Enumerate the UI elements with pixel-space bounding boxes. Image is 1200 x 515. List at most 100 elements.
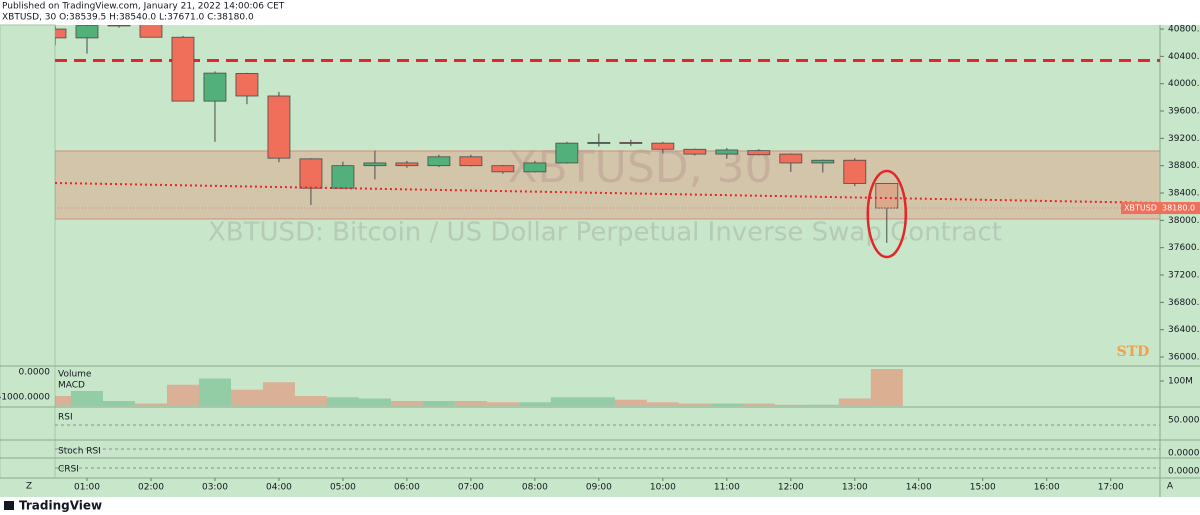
brand-logo bbox=[4, 501, 14, 510]
x-tick-label: 02:00 bbox=[138, 483, 164, 493]
candle-body bbox=[523, 162, 547, 173]
candle-body bbox=[491, 165, 515, 173]
volume-tick-label: 100M bbox=[1168, 377, 1193, 387]
indicator-tick: 0.0000 bbox=[1168, 449, 1200, 459]
candle-body bbox=[747, 150, 771, 156]
last-price-label: 38180.0 bbox=[1162, 204, 1195, 213]
published-line: Published on TradingView.com, January 21… bbox=[2, 2, 285, 12]
trend-line bbox=[55, 181, 1160, 204]
candle-body bbox=[875, 183, 899, 209]
volume-bar bbox=[55, 396, 71, 406]
x-tick-label: 01:00 bbox=[74, 483, 100, 493]
volume-bar bbox=[582, 397, 615, 406]
x-tick-label: 17:00 bbox=[1098, 483, 1124, 493]
x-tick-label: 15:00 bbox=[970, 483, 996, 493]
candle-body bbox=[171, 36, 195, 102]
watermark-description: XBTUSD: Bitcoin / US Dollar Perpetual In… bbox=[208, 218, 1002, 248]
x-tick-label: 03:00 bbox=[202, 483, 228, 493]
left-strip bbox=[0, 24, 56, 479]
x-tick-label: 07:00 bbox=[458, 483, 484, 493]
x-tick-label: 16:00 bbox=[1034, 483, 1060, 493]
x-tick-label: 14:00 bbox=[906, 483, 932, 493]
volume-bar bbox=[486, 402, 519, 406]
indicator-name: RSI bbox=[58, 413, 73, 423]
candle-body bbox=[427, 156, 451, 167]
volume-bar bbox=[742, 403, 775, 406]
volume-bar bbox=[358, 398, 391, 406]
x-tick-label: 06:00 bbox=[394, 483, 420, 493]
scale-left[interactable]: Z bbox=[26, 482, 32, 492]
y-tick-label: 38000.0 bbox=[1168, 216, 1200, 226]
indicator-tick: 0.0000 bbox=[1168, 467, 1200, 477]
indicator-tick: 0.0000 bbox=[19, 368, 51, 378]
x-tick-label: 08:00 bbox=[522, 483, 548, 493]
candle-body bbox=[715, 149, 739, 155]
y-tick-label: 37200.0 bbox=[1168, 271, 1200, 281]
volume-bar bbox=[454, 401, 487, 406]
volume-bar bbox=[294, 396, 327, 406]
y-tick-label: 37600.0 bbox=[1168, 243, 1200, 253]
volume-label: Volume bbox=[58, 370, 92, 380]
y-tick-label: 39200.0 bbox=[1168, 134, 1200, 144]
x-tick-label: 10:00 bbox=[650, 483, 676, 493]
main-pane bbox=[55, 25, 1160, 243]
candle-body bbox=[299, 158, 323, 189]
candle-body bbox=[587, 142, 611, 144]
volume-bar bbox=[102, 401, 135, 406]
volume-bar bbox=[710, 403, 743, 406]
footer-bg bbox=[0, 497, 1200, 515]
candle-body bbox=[75, 25, 99, 39]
candle-body bbox=[683, 148, 707, 155]
volume-bar bbox=[262, 382, 295, 406]
indicator-tick: -1000.0000 bbox=[0, 393, 50, 403]
y-tick-label: 38800.0 bbox=[1168, 161, 1200, 171]
x-tick-label: 12:00 bbox=[778, 483, 804, 493]
last-price-tag bbox=[1121, 202, 1200, 215]
volume-bar bbox=[614, 399, 647, 406]
candle-body bbox=[459, 156, 483, 167]
candle-body bbox=[619, 142, 643, 144]
header-bg bbox=[0, 0, 1200, 25]
volume-bar bbox=[134, 403, 167, 406]
x-tick-label: 05:00 bbox=[330, 483, 356, 493]
y-tick-label: 40400.0 bbox=[1168, 52, 1200, 62]
candle-body bbox=[651, 142, 675, 150]
volume-bar bbox=[390, 401, 423, 406]
volume-bar bbox=[806, 404, 839, 406]
scale-right[interactable]: A bbox=[1167, 482, 1174, 492]
candle-body bbox=[779, 153, 803, 164]
volume-bar bbox=[518, 402, 551, 406]
highlight-ellipse bbox=[866, 169, 908, 259]
candle-body bbox=[363, 162, 387, 167]
last-price-name: XBTUSD bbox=[1124, 204, 1157, 213]
volume-bar bbox=[198, 378, 231, 406]
y-tick-label: 36000.0 bbox=[1168, 353, 1200, 363]
candle-body bbox=[55, 28, 67, 39]
volume-bar bbox=[166, 384, 199, 406]
x-tick-label: 13:00 bbox=[842, 483, 868, 493]
x-tick-label: 09:00 bbox=[586, 483, 612, 493]
indicator-name: CRSI bbox=[58, 465, 79, 475]
indicator-name: MACD bbox=[58, 381, 85, 391]
y-tick-label: 39600.0 bbox=[1168, 107, 1200, 117]
candle-body bbox=[395, 162, 419, 167]
volume-bar bbox=[870, 369, 903, 406]
indicator-tick: 50.0000 bbox=[1168, 416, 1200, 426]
candle-body bbox=[267, 95, 291, 159]
y-tick-label: 36400.0 bbox=[1168, 325, 1200, 335]
volume-bar bbox=[70, 391, 103, 406]
y-tick-label: 36800.0 bbox=[1168, 298, 1200, 308]
volume-bar bbox=[838, 398, 871, 406]
chart-bg bbox=[0, 25, 1200, 497]
y-tick-label: 38400.0 bbox=[1168, 189, 1200, 199]
volume-bar bbox=[422, 401, 455, 406]
candle-body bbox=[331, 165, 355, 189]
candle-body bbox=[811, 159, 835, 164]
volume-bar bbox=[646, 402, 679, 406]
volume-bar bbox=[774, 404, 807, 406]
candle-body bbox=[107, 25, 131, 27]
volume-bar bbox=[678, 403, 711, 406]
x-tick-label: 04:00 bbox=[266, 483, 292, 493]
volume-bar bbox=[230, 389, 263, 406]
